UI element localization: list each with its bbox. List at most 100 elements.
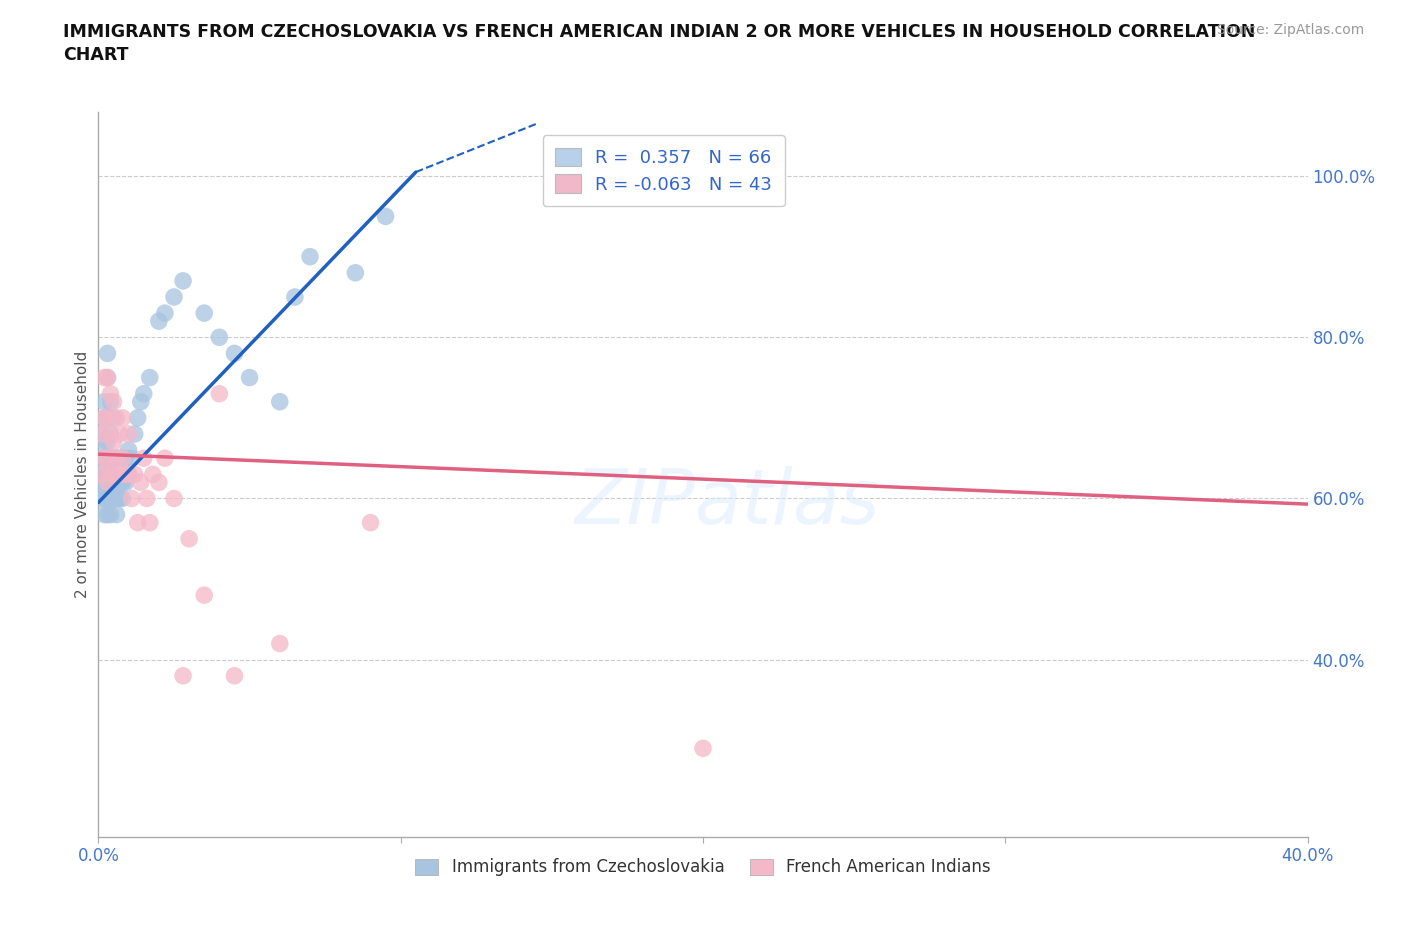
Point [111,451,134,466]
Point [142,467,165,482]
Point [360,515,382,530]
Point [93,451,115,466]
Point [93,394,115,409]
Point [153,306,176,321]
Point [103,434,125,449]
Point [90,451,112,466]
Point [148,313,170,328]
Point [127,410,149,425]
Point [108,475,131,490]
Point [269,394,291,409]
Point [208,386,231,401]
Point [93,451,115,466]
Point [121,451,143,466]
Point [96,507,118,522]
Point [284,289,307,304]
Point [108,467,131,482]
Point [163,491,186,506]
Point [103,451,125,466]
Point [96,467,118,482]
Point [93,491,115,506]
Point [105,475,128,490]
Point [224,346,246,361]
Point [100,451,122,466]
Point [100,467,122,482]
Point [132,386,155,401]
Point [111,491,134,506]
Point [100,427,122,442]
Point [132,451,155,466]
Point [100,491,122,506]
Point [105,491,128,506]
Point [103,475,125,490]
Point [111,451,134,466]
Point [93,507,115,522]
Point [90,491,112,506]
Point [118,443,141,458]
Point [96,370,118,385]
Y-axis label: 2 or more Vehicles in Household: 2 or more Vehicles in Household [75,351,90,598]
Point [124,467,146,482]
Text: ZIPatlas: ZIPatlas [575,466,880,540]
Point [193,306,215,321]
Point [96,475,118,490]
Point [105,451,128,466]
Point [127,515,149,530]
Point [105,451,128,466]
Point [96,434,118,449]
Point [96,491,118,506]
Point [344,265,367,280]
Point [93,434,115,449]
Point [96,475,118,490]
Point [96,410,118,425]
Point [96,346,118,361]
Point [153,451,176,466]
Point [96,410,118,425]
Point [105,410,128,425]
Point [692,741,714,756]
Point [103,467,125,482]
Point [93,467,115,482]
Point [179,531,201,546]
Point [90,427,112,442]
Point [100,394,122,409]
Point [93,410,115,425]
Point [100,386,122,401]
Point [163,289,186,304]
Point [129,394,152,409]
Point [114,467,136,482]
Point [100,475,122,490]
Point [172,669,194,684]
Point [93,410,115,425]
Text: IMMIGRANTS FROM CZECHOSLOVAKIA VS FRENCH AMERICAN INDIAN 2 OR MORE VEHICLES IN H: IMMIGRANTS FROM CZECHOSLOVAKIA VS FRENCH… [63,23,1256,41]
Point [118,467,141,482]
Point [148,475,170,490]
Point [129,475,152,490]
Point [108,451,131,466]
Point [103,467,125,482]
Point [208,330,231,345]
Point [224,669,246,684]
Point [103,394,125,409]
Point [90,467,112,482]
Point [118,467,141,482]
Point [239,370,262,385]
Point [269,636,291,651]
Point [93,370,115,385]
Point [114,451,136,466]
Point [96,451,118,466]
Text: Source: ZipAtlas.com: Source: ZipAtlas.com [1216,23,1364,37]
Point [103,491,125,506]
Point [118,427,141,442]
Point [90,427,112,442]
Point [374,209,396,224]
Point [90,475,112,490]
Point [299,249,322,264]
Point [96,451,118,466]
Point [96,370,118,385]
Point [139,515,162,530]
Point [139,370,162,385]
Point [100,427,122,442]
Text: CHART: CHART [63,46,129,63]
Point [108,491,131,506]
